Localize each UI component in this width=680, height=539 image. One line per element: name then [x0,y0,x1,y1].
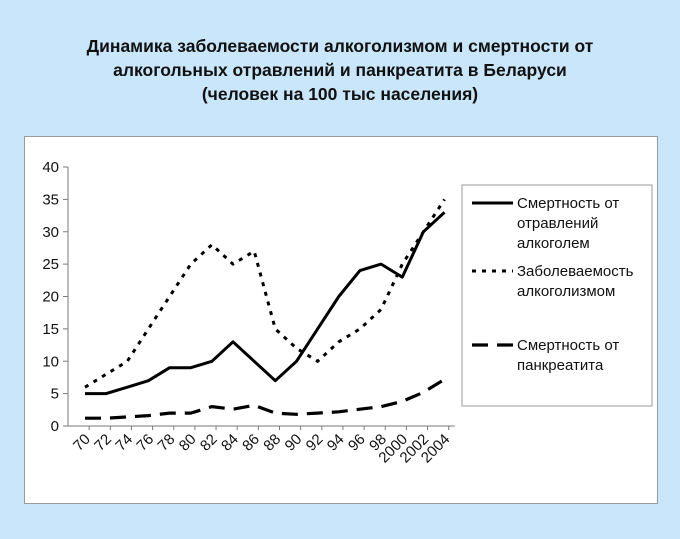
legend-box [461,184,653,407]
legend-label-3: панкреатита [517,357,604,374]
line-chart: 0510152025303540707274767880828486889092… [42,159,653,466]
y-tick-label: 40 [42,159,59,176]
y-tick-label: 5 [51,386,59,403]
series-line-1 [85,211,446,396]
chart-panel: 0 5 10 15 20 25 30 35 40 70 72 74 76 78 80 82 84 86 88 90 92… [24,136,658,504]
chart-title-line-2: алкогольных отравлений и панкреатита в Б… [113,60,567,80]
y-tick-label: 10 [42,353,59,370]
y-tick-label: 35 [42,191,59,208]
legend-label-2: Заболеваемость [517,263,634,280]
chart-title: Динамика заболеваемости алкоголизмом и с… [0,34,680,106]
series-line-3 [85,378,446,420]
legend-label-2: алкоголизмом [517,283,615,300]
y-tick-label: 25 [42,256,59,273]
legend-label-1: отравлений [517,215,598,232]
legend-label-3: Смертность от [517,337,619,354]
y-tick-label: 0 [51,418,59,435]
y-tick-label: 15 [42,321,59,338]
legend-label-1: Смертность от [517,195,619,212]
y-tick-label: 30 [42,224,59,241]
chart-title-line-3: (человек на 100 тыс населения) [201,84,479,104]
y-tick-label: 20 [42,289,59,306]
series-line-2 [84,198,446,389]
chart-title-line-1: Динамика заболеваемости алкоголизмом и с… [86,36,594,56]
legend-label-1: алкоголем [517,235,590,252]
